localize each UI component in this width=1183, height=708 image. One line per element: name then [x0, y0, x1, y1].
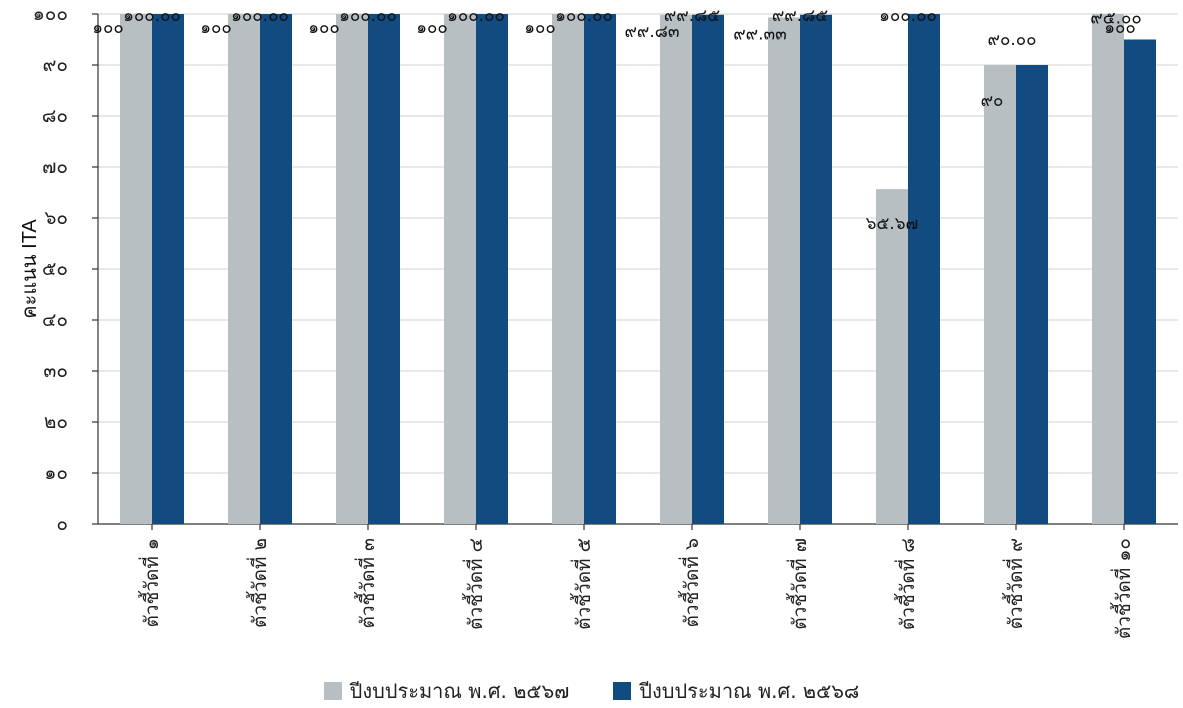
x-tick-label: ตัวชี้วัดที่ ๖ [678, 538, 703, 628]
legend-item-1: ปีงบประมาณ พ.ศ. ๒๕๖๗ [323, 675, 570, 707]
data-label-series-2: ๑๐๐.๐๐ [555, 6, 613, 26]
x-tick-label: ตัวชี้วัดที่ ๑๐ [1110, 538, 1135, 639]
bar-5-series-1 [552, 14, 584, 524]
data-label-series-2: ๑๐๐.๐๐ [447, 6, 505, 26]
x-tick-label: ตัวชี้วัดที่ ๗ [786, 538, 811, 630]
x-tick-label: ตัวชี้วัดที่ ๔ [462, 538, 487, 630]
data-label-series-1: ๑๐๐ [308, 18, 340, 38]
data-label-series-1: ๑๐๐ [1104, 18, 1136, 38]
data-label-series-1: ๙๙.๘๓ [624, 22, 679, 42]
bar-8-series-2 [908, 14, 940, 524]
y-tick-label: ๔๐ [42, 309, 68, 331]
data-label-series-2: ๑๐๐.๐๐ [879, 6, 937, 26]
bar-6-series-2 [692, 14, 724, 524]
bar-7-series-2 [800, 14, 832, 524]
x-tick-label: ตัวชี้วัดที่ ๒ [246, 538, 271, 628]
x-tick-label: ตัวชี้วัดที่ ๑ [138, 538, 163, 628]
y-tick-label: ๗๐ [42, 156, 68, 178]
y-tick-label: ๐ [56, 513, 68, 535]
bar-2-series-2 [260, 14, 292, 524]
data-label-series-2: ๙๕.๐๐ [1090, 9, 1141, 29]
data-label-series-2: ๙๙.๘๕ [772, 6, 828, 26]
data-label-series-2: ๑๐๐.๐๐ [123, 6, 181, 26]
data-label-series-1: ๖๕.๖๗ [866, 214, 919, 234]
bar-3-series-1 [336, 14, 368, 524]
y-tick-label: ๖๐ [44, 207, 68, 229]
bar-5-series-2 [584, 14, 616, 524]
bar-10-series-1 [1092, 14, 1124, 524]
y-tick-label: ๒๐ [44, 411, 68, 433]
y-tick-label: ๑๐ [44, 462, 68, 484]
bar-9-series-2 [1016, 65, 1048, 524]
data-label-series-1: ๑๐๐ [524, 18, 556, 38]
legend-label: ปีงบประมาณ พ.ศ. ๒๕๖๗ [349, 679, 570, 703]
x-tick-label: ตัวชี้วัดที่ ๙ [1002, 538, 1027, 629]
bar-1-series-2 [152, 14, 184, 524]
x-tick-label: ตัวชี้วัดที่ ๕ [570, 538, 595, 630]
data-label-series-2: ๙๐.๐๐ [988, 30, 1037, 50]
x-tick-label: ตัวชี้วัดที่ ๓ [354, 538, 379, 628]
y-tick-label: ๕๐ [42, 258, 68, 280]
legend-label: ปีงบประมาณ พ.ศ. ๒๕๖๘ [639, 679, 860, 703]
y-axis-title: คะแนน ITA [19, 219, 41, 319]
y-tick-label: ๘๐ [42, 105, 68, 127]
bar-4-series-2 [476, 14, 508, 524]
legend-item-2: ปีงบประมาณ พ.ศ. ๒๕๖๘ [613, 675, 859, 707]
legend-swatch [323, 682, 342, 700]
data-label-series-2: ๑๐๐.๐๐ [339, 6, 397, 26]
bar-6-series-1 [660, 14, 692, 524]
data-label-series-1: ๑๐๐ [416, 18, 448, 38]
data-label-series-1: ๑๐๐ [200, 18, 232, 38]
legend: ปีงบประมาณ พ.ศ. ๒๕๖๗ ปีงบประมาณ พ.ศ. ๒๕๖๘ [0, 676, 1183, 706]
x-tick-label: ตัวชี้วัดที่ ๘ [894, 538, 919, 630]
data-label-series-1: ๑๐๐ [92, 18, 124, 38]
bar-1-series-1 [120, 14, 152, 524]
bar-10-series-2 [1124, 39, 1156, 524]
bar-2-series-1 [228, 14, 260, 524]
y-tick-label: ๑๐๐ [33, 3, 68, 25]
bar-3-series-2 [368, 14, 400, 524]
bar-4-series-1 [444, 14, 476, 524]
data-label-series-1: ๙๐ [981, 91, 1004, 111]
bar-7-series-1 [768, 17, 800, 525]
y-tick-label: ๓๐ [43, 360, 68, 382]
bar-8-series-1 [876, 189, 908, 524]
legend-swatch [613, 682, 632, 700]
y-tick-label: ๙๐ [42, 54, 68, 76]
data-label-series-2: ๑๐๐.๐๐ [231, 6, 289, 26]
bar-9-series-1 [984, 65, 1016, 524]
data-label-series-2: ๙๙.๘๕ [664, 6, 720, 26]
data-label-series-1: ๙๙.๓๓ [733, 24, 787, 44]
